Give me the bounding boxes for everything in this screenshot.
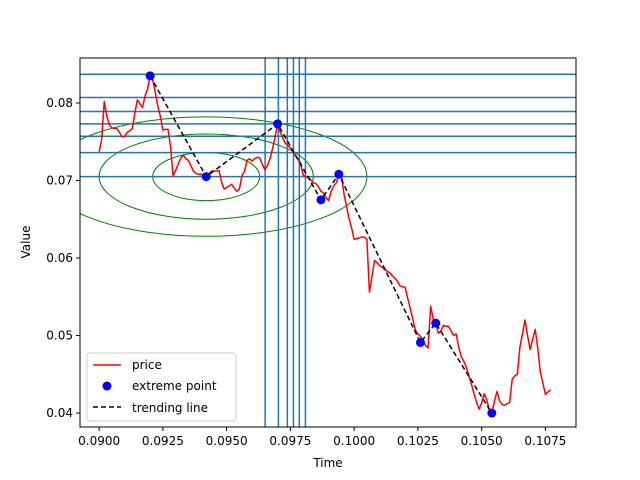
plot-frame (79, 57, 577, 428)
x-tick-label-4: 0.0975 (269, 434, 311, 448)
legend: price extreme point trending line (86, 352, 237, 422)
y-tick-label-5: 0.08 (46, 96, 73, 110)
extreme-point-1 (145, 71, 155, 81)
legend-box (86, 352, 237, 422)
y-tick-label-2: 0.05 (46, 329, 73, 343)
vertical-level-lines (264, 58, 307, 427)
x-tick-label-5: 0.1000 (333, 434, 375, 448)
x-tick-label-2: 0.0925 (142, 434, 184, 448)
x-tick-label-6: 0.1025 (397, 434, 439, 448)
extreme-point-6 (415, 338, 425, 348)
x-axis-ticks: 0.0900 0.0925 0.0950 0.0975 0.1000 0.1025 0.10… (78, 427, 566, 448)
y-tick-label-1: 0.04 (46, 406, 73, 420)
y-axis-ticks: 0.04 0.05 0.06 0.07 0.08 (46, 96, 80, 420)
x-tick-label-1: 0.0900 (78, 434, 120, 448)
horizontal-level-lines (80, 73, 576, 178)
x-tick-label-3: 0.0950 (206, 434, 248, 448)
legend-extreme-point-label: extreme point (132, 379, 217, 393)
y-axis-label: Value (19, 226, 33, 259)
extreme-point-4 (316, 195, 326, 205)
extreme-point-2 (201, 172, 211, 182)
x-tick-label-7: 0.1050 (461, 434, 503, 448)
legend-trending-line-label: trending line (132, 401, 208, 415)
x-axis-label: Time (312, 456, 342, 470)
extreme-point-3 (273, 119, 283, 129)
data-series (98, 71, 552, 418)
legend-extreme-point-swatch (102, 381, 112, 391)
x-tick-label-8: 0.1075 (524, 434, 566, 448)
extreme-point-8 (487, 408, 497, 418)
legend-price-label: price (132, 358, 162, 372)
y-tick-label-3: 0.06 (46, 251, 73, 265)
extreme-point-7 (431, 318, 441, 328)
y-tick-label-4: 0.07 (46, 173, 73, 187)
extreme-point-5 (334, 169, 344, 179)
